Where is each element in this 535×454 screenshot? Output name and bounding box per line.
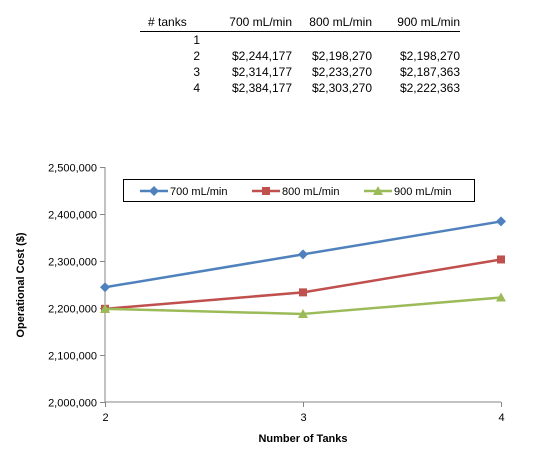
x-axis-title: Number of Tanks bbox=[258, 433, 347, 445]
data-point bbox=[100, 282, 110, 293]
table-row: 1 bbox=[140, 32, 460, 49]
data-point bbox=[298, 308, 308, 318]
data-point bbox=[299, 288, 307, 297]
table-cell: $2,198,270 bbox=[311, 49, 372, 63]
y-tick-label: 2,400,000 bbox=[48, 210, 97, 222]
table-cell: $2,384,177 bbox=[231, 81, 292, 95]
y-axis-title: Operational Cost ($) bbox=[15, 232, 27, 337]
table-row: 4 $2,384,177 $2,303,270 $2,222,363 bbox=[140, 80, 460, 96]
table-cell: 2 bbox=[193, 49, 200, 63]
chart-axes: 2,000,000 2,100,000 2,200,000 2,300,000 2,40… bbox=[48, 163, 505, 425]
table-header-row: # tanks 700 mL/min 800 mL/min 900 mL/min bbox=[140, 14, 460, 32]
chart-legend: 700 mL/min 800 mL/min 900 mL/min bbox=[123, 179, 475, 202]
x-tick-label: 3 bbox=[300, 412, 306, 424]
data-point bbox=[100, 303, 110, 313]
table-cell: $2,198,270 bbox=[399, 49, 460, 63]
table-row: 2 $2,244,177 $2,198,270 $2,198,270 bbox=[140, 48, 460, 64]
table-row: 3 $2,314,177 $2,233,270 $2,187,363 bbox=[140, 64, 460, 80]
legend-label: 900 mL/min bbox=[394, 186, 451, 198]
table-cell: $2,222,363 bbox=[399, 81, 460, 95]
legend-marker bbox=[373, 186, 383, 195]
series-1 bbox=[101, 255, 505, 313]
x-tick-label: 2 bbox=[102, 412, 108, 424]
series-2 bbox=[100, 292, 506, 318]
table-cell: $2,244,177 bbox=[231, 49, 292, 63]
y-tick-label: 2,300,000 bbox=[48, 257, 97, 269]
table-cell: $2,314,177 bbox=[231, 65, 292, 79]
header-900: 900 mL/min bbox=[372, 14, 460, 32]
data-point bbox=[298, 249, 308, 260]
header-800: 800 mL/min bbox=[292, 14, 372, 32]
data-point bbox=[497, 255, 505, 264]
legend-marker bbox=[262, 187, 270, 195]
y-tick-label: 2,000,000 bbox=[48, 398, 97, 410]
legend-box bbox=[123, 179, 475, 202]
table-cell: 3 bbox=[193, 65, 200, 79]
header-700: 700 mL/min bbox=[200, 14, 292, 32]
legend-label: 700 mL/min bbox=[170, 186, 227, 198]
table-cell: 1 bbox=[193, 33, 200, 47]
table-cell: 4 bbox=[193, 81, 200, 95]
cost-table: # tanks 700 mL/min 800 mL/min 900 mL/min… bbox=[140, 14, 460, 96]
series-0 bbox=[100, 216, 506, 293]
data-point bbox=[496, 216, 506, 227]
legend-marker bbox=[149, 186, 159, 196]
y-tick-label: 2,500,000 bbox=[48, 163, 97, 175]
table-cell: $2,233,270 bbox=[311, 65, 372, 79]
data-point bbox=[496, 292, 506, 302]
y-tick-label: 2,200,000 bbox=[48, 304, 97, 316]
x-tick-label: 4 bbox=[498, 412, 504, 424]
chart-series bbox=[100, 216, 506, 318]
table-cell: $2,187,363 bbox=[399, 65, 460, 79]
header-tanks: # tanks bbox=[140, 14, 200, 32]
y-tick-label: 2,100,000 bbox=[48, 351, 97, 363]
legend-label: 800 mL/min bbox=[282, 186, 339, 198]
table-cell: $2,303,270 bbox=[311, 81, 372, 95]
